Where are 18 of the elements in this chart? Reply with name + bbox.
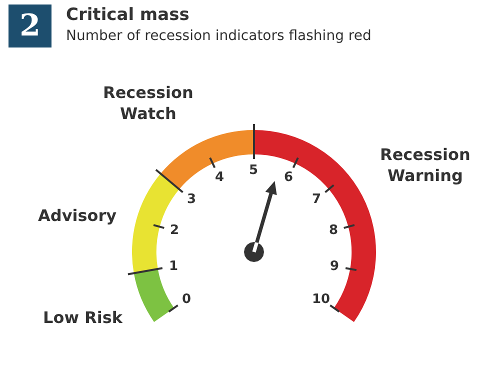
slice-label: Low Risk (43, 308, 123, 327)
slice-label: Recession Watch (103, 83, 194, 123)
text: 3 (187, 192, 196, 207)
chart-title: Critical mass (66, 5, 190, 25)
text: 0 (182, 292, 192, 307)
text: 1 (169, 259, 178, 274)
chart-subtitle: Number of recession indicators flashing red (66, 28, 372, 44)
text: 2 (20, 8, 40, 44)
text: 8 (329, 223, 338, 238)
text: 2 (170, 223, 180, 238)
text: 5 (249, 163, 258, 178)
slice-label: Recession Warning (380, 145, 470, 185)
text: 6 (284, 170, 294, 185)
text: 10 (312, 292, 330, 307)
slice-label: Advisory (38, 206, 118, 225)
text: 4 (215, 170, 224, 185)
text: 9 (330, 259, 340, 274)
text: 7 (312, 192, 322, 207)
